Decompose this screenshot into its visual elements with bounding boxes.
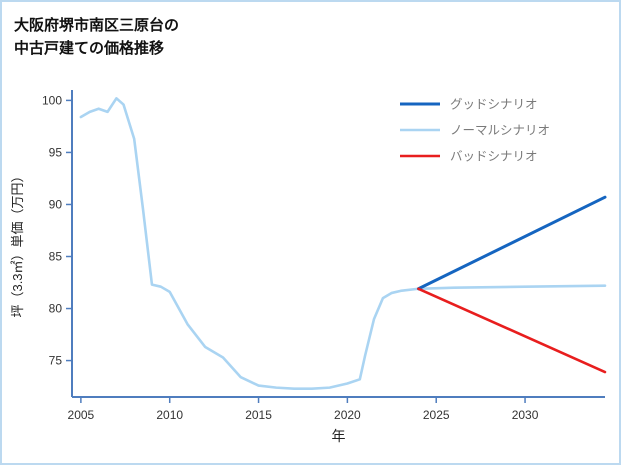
x-tick-label: 2005 (68, 408, 95, 422)
x-axis-label: 年 (332, 428, 346, 444)
y-tick-label: 95 (49, 145, 63, 159)
y-tick-label: 80 (49, 302, 63, 316)
chart-title: 大阪府堺市南区三原台の 中古戸建ての価格推移 (14, 17, 180, 58)
x-tick-label: 2020 (334, 408, 361, 422)
legend-label-good-scenario: グッドシナリオ (450, 98, 538, 112)
line-good-scenario (416, 195, 607, 291)
y-tick-label: 85 (49, 250, 63, 264)
y-tick-label: 75 (49, 354, 63, 368)
x-tick-label: 2025 (423, 408, 450, 422)
x-tick-label: 2015 (245, 408, 272, 422)
y-axis-label: 坪（3.3㎡）単価（万円） (10, 169, 25, 317)
legend-label-bad-scenario: バッドシナリオ (450, 150, 538, 164)
x-tick-label: 2010 (156, 408, 183, 422)
x-tick-label: 2030 (512, 408, 539, 422)
legend-label-normal-scenario: ノーマルシナリオ (450, 124, 550, 138)
line-bad-scenario (417, 287, 607, 374)
y-tick-label: 90 (49, 197, 63, 211)
y-tick-label: 100 (42, 93, 62, 107)
line-normal-scenario (79, 97, 607, 390)
